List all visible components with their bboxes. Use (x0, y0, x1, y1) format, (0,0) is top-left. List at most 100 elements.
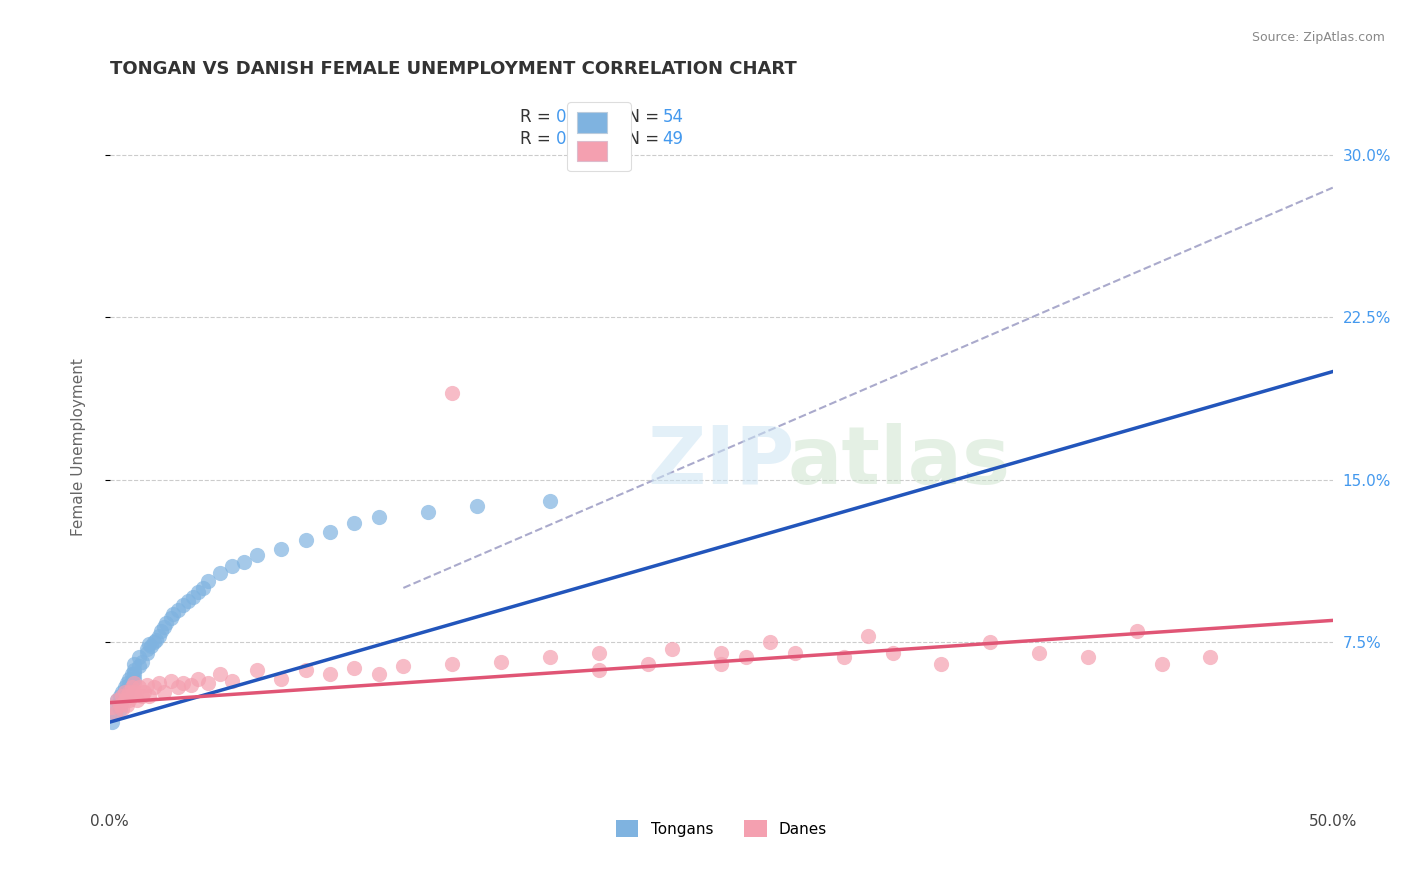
Point (1077, 650, 1099, 665)
Point (105, 693, 128, 707)
Point (759, 635, 782, 649)
Point (538, 650, 561, 665)
Text: 49: 49 (662, 130, 683, 148)
Point (138, 689, 160, 703)
Point (270, 672, 292, 686)
Point (124, 676, 146, 690)
Point (181, 590, 204, 604)
Point (111, 693, 134, 707)
Point (882, 646, 904, 660)
Point (115, 676, 138, 690)
Point (734, 650, 756, 665)
Point (114, 685, 136, 699)
Point (148, 676, 170, 690)
Point (162, 607, 184, 621)
Point (637, 657, 659, 671)
Point (124, 663, 146, 677)
Point (294, 663, 316, 677)
Point (141, 640, 163, 654)
Point (142, 681, 165, 695)
Point (145, 632, 167, 647)
Point (128, 681, 150, 695)
Point (367, 509, 389, 524)
Point (131, 689, 153, 703)
Point (1126, 624, 1149, 639)
Point (118, 672, 141, 686)
Point (167, 602, 190, 616)
Point (148, 628, 170, 642)
Point (152, 685, 174, 699)
Point (221, 559, 243, 574)
Point (856, 628, 879, 642)
Point (221, 673, 243, 688)
Point (294, 533, 316, 548)
Point (233, 555, 256, 569)
Point (128, 658, 150, 673)
Point (489, 655, 512, 669)
Point (111, 685, 134, 699)
Point (246, 663, 269, 677)
Text: Source: ZipAtlas.com: Source: ZipAtlas.com (1251, 31, 1385, 45)
Point (661, 641, 683, 656)
Point (121, 673, 143, 688)
Point (121, 667, 143, 681)
Text: ZIP: ZIP (648, 423, 794, 500)
Point (135, 641, 157, 656)
Point (124, 667, 146, 681)
Point (191, 581, 214, 595)
Point (115, 698, 138, 712)
Text: TONGAN VS DANISH FEMALE UNEMPLOYMENT CORRELATION CHART: TONGAN VS DANISH FEMALE UNEMPLOYMENT COR… (110, 60, 797, 78)
Point (392, 658, 415, 673)
Point (152, 620, 174, 634)
Point (108, 702, 131, 716)
Point (124, 685, 146, 699)
Point (135, 646, 157, 660)
Y-axis label: Female Unemployment: Female Unemployment (72, 359, 86, 536)
Text: N =: N = (617, 109, 665, 127)
Point (135, 678, 157, 692)
Point (1150, 657, 1173, 671)
Point (319, 667, 342, 681)
Point (111, 702, 134, 716)
Text: 54: 54 (662, 109, 683, 127)
Point (1028, 646, 1050, 660)
Point (118, 693, 141, 707)
Point (416, 505, 439, 519)
Point (124, 657, 146, 671)
Point (177, 594, 200, 608)
Point (114, 681, 136, 695)
Point (710, 657, 733, 671)
Point (132, 685, 155, 699)
Point (783, 646, 806, 660)
Point (138, 637, 160, 651)
Point (197, 574, 219, 589)
Point (105, 693, 128, 707)
Point (108, 689, 131, 703)
Point (180, 678, 202, 692)
Point (160, 611, 183, 625)
Legend: Tongans, Danes: Tongans, Danes (609, 814, 834, 843)
Point (208, 566, 231, 580)
Point (588, 663, 610, 677)
Point (187, 672, 209, 686)
Point (172, 676, 194, 690)
Point (160, 673, 183, 688)
Point (105, 698, 128, 712)
Point (104, 706, 127, 721)
Point (319, 524, 342, 539)
Point (118, 678, 141, 692)
Point (104, 706, 127, 721)
Point (343, 661, 366, 675)
Text: 0.673: 0.673 (557, 109, 603, 127)
Point (832, 650, 855, 665)
Point (343, 516, 366, 530)
Point (155, 615, 177, 630)
Point (150, 624, 173, 639)
Point (111, 689, 134, 703)
Point (114, 693, 136, 707)
Point (115, 685, 138, 699)
Point (270, 541, 292, 556)
Point (125, 693, 148, 707)
Point (172, 599, 194, 613)
Text: N =: N = (617, 130, 665, 148)
